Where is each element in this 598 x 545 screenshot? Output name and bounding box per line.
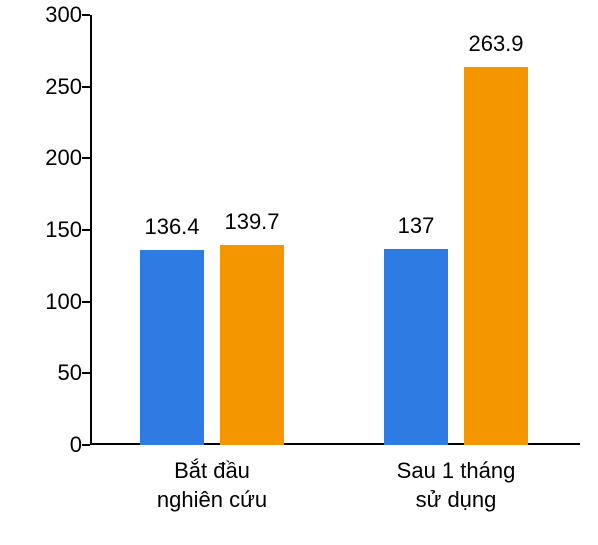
y-tick-mark	[82, 229, 90, 231]
y-tick-mark	[82, 86, 90, 88]
bar	[220, 245, 284, 445]
y-tick-mark	[82, 372, 90, 374]
y-tick-label: 250	[45, 74, 82, 100]
plot-area: 136.4 139.7 137 263.9	[90, 15, 580, 445]
y-tick-mark	[82, 444, 90, 446]
bar-value-label: 137	[398, 213, 435, 239]
bar	[464, 67, 528, 445]
y-tick-label: 100	[45, 289, 82, 315]
bar	[140, 250, 204, 446]
y-axis-line	[90, 15, 92, 445]
y-tick-mark	[82, 157, 90, 159]
category-label: Bắt đầu nghiên cứu	[157, 457, 267, 514]
y-tick-label: 150	[45, 217, 82, 243]
bar-value-label: 136.4	[144, 214, 199, 240]
bar-value-label: 139.7	[224, 209, 279, 235]
y-tick-label: 50	[58, 360, 82, 386]
bar	[384, 249, 448, 445]
y-tick-label: 200	[45, 145, 82, 171]
y-tick-mark	[82, 301, 90, 303]
bar-chart: 136.4 139.7 137 263.9 0 50 100 150 200 250 300 Bắt…	[0, 0, 598, 545]
y-tick-label: 300	[45, 2, 82, 28]
bar-value-label: 263.9	[468, 31, 523, 57]
y-tick-mark	[82, 14, 90, 16]
y-tick-label: 0	[70, 432, 82, 458]
category-label: Sau 1 tháng sử dụng	[397, 457, 516, 514]
